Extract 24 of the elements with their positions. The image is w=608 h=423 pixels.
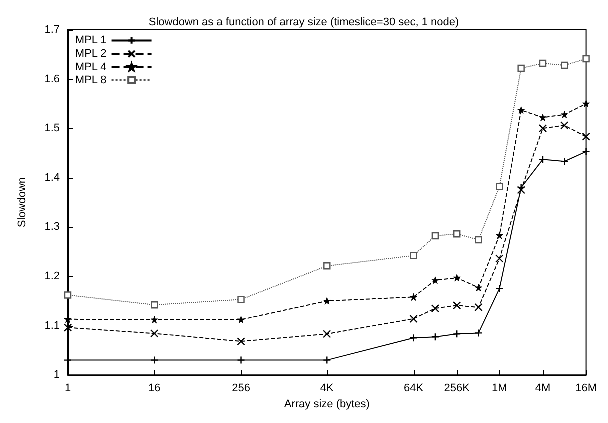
y-tick-label: 1.2 [44, 270, 60, 282]
x-tick-label: 16M [576, 382, 598, 395]
legend-label: MPL 4 [75, 61, 107, 74]
y-tick-label: 1.3 [44, 221, 60, 234]
x-tick-label: 4K [320, 382, 335, 395]
x-tick-label: 256K [444, 382, 471, 395]
y-tick-label: 1.4 [44, 172, 60, 184]
y-axis-title: Slowdown [16, 177, 28, 228]
x-axis-title: Array size (bytes) [284, 398, 370, 410]
y-tick-label: 1 [54, 369, 60, 382]
legend-label: MPL 8 [75, 74, 107, 86]
x-tick-label: 64K [404, 382, 424, 395]
x-tick-label: 1 [64, 382, 72, 395]
legend-label: MPL 1 [75, 34, 107, 47]
legend-label: MPL 2 [75, 48, 107, 60]
x-tick-label: 16 [148, 382, 161, 395]
y-tick-label: 1.6 [44, 73, 60, 86]
chart-title: Slowdown as a function of array size (timeslice=30 sec, 1 node) [148, 16, 460, 28]
y-tick-label: 1.7 [44, 24, 60, 36]
x-tick-label: 1M [492, 382, 508, 395]
y-tick-label: 1.5 [44, 122, 60, 135]
y-tick-label: 1.1 [44, 320, 60, 332]
x-tick-label: 256 [232, 382, 250, 395]
x-tick-label: 4M [535, 382, 551, 395]
